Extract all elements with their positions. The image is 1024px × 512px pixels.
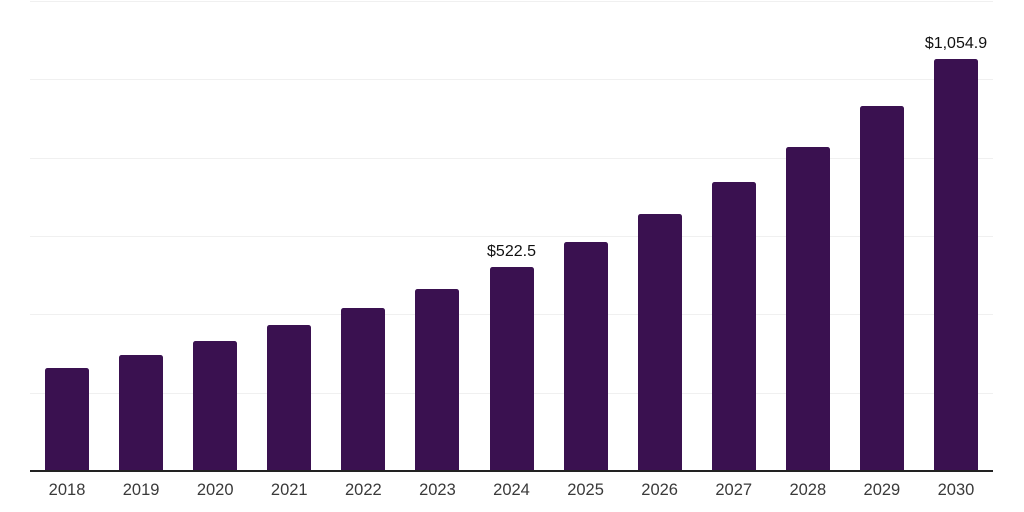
- value-label-2024: $522.5: [487, 243, 536, 261]
- bar-2018: [45, 367, 90, 472]
- x-tick-2021: 2021: [270, 481, 308, 499]
- bar-2020: [193, 340, 238, 472]
- bar-2021: [267, 324, 312, 472]
- gridline-1200: [30, 1, 993, 2]
- x-tick-2022: 2022: [344, 481, 382, 499]
- x-tick-2023: 2023: [419, 481, 456, 499]
- x-tick-2027: 2027: [715, 481, 753, 499]
- x-tick-2020: 2020: [196, 481, 234, 499]
- x-tick-2029: 2029: [863, 481, 901, 499]
- bar-2027: [711, 182, 756, 472]
- bar-2030: [933, 58, 978, 472]
- bar-2022: [341, 307, 386, 472]
- gridline-1000: [30, 79, 993, 81]
- gridline-800: [30, 157, 993, 159]
- x-tick-2018: 2018: [48, 481, 86, 499]
- bar-2023: [415, 288, 460, 472]
- bar-2029: [859, 105, 904, 472]
- value-label-2030: $1,054.9: [924, 34, 988, 52]
- x-tick-2024: 2024: [493, 481, 530, 499]
- bar-2019: [119, 354, 164, 472]
- x-tick-2019: 2019: [122, 481, 160, 499]
- x-tick-2026: 2026: [641, 481, 678, 499]
- x-tick-2025: 2025: [567, 481, 604, 499]
- x-tick-2030: 2030: [937, 481, 975, 499]
- gridline-600: [30, 236, 993, 237]
- x-axis-labels: 2018 2019 2020 2021 2022 2023 2024 2025 2026 2027…: [0, 481, 1024, 505]
- bar-2028: [785, 147, 830, 472]
- plot-area: $522.5 $1,054.9: [30, 1, 993, 472]
- x-axis-line: [30, 470, 993, 472]
- bar-2025: [563, 241, 608, 472]
- x-tick-2028: 2028: [789, 481, 827, 499]
- bar-2026: [637, 214, 682, 472]
- bar-2024: [489, 267, 534, 472]
